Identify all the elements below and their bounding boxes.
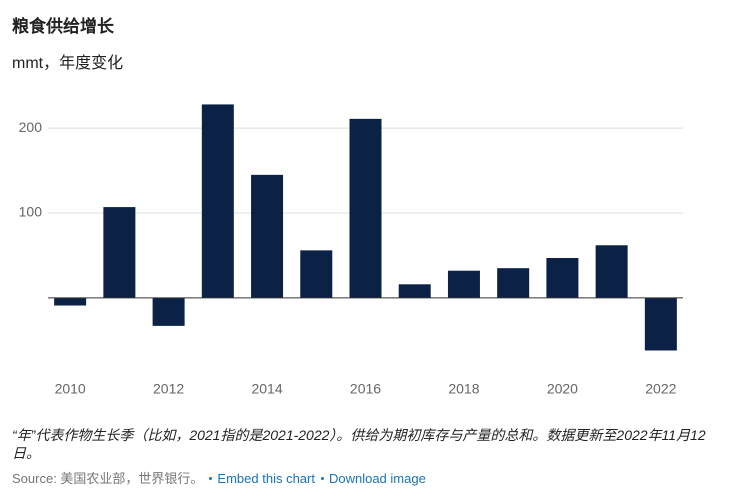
bar — [644, 297, 677, 351]
x-tick-label: 2012 — [153, 381, 184, 397]
bar — [398, 284, 431, 298]
separator — [209, 477, 213, 480]
bar — [546, 258, 579, 298]
bar — [447, 270, 480, 298]
source: Source: 美国农业部，世界银行。 — [12, 471, 204, 486]
bar — [300, 250, 333, 298]
bar — [54, 297, 87, 306]
bar — [251, 174, 284, 298]
x-tick-label: 2014 — [251, 381, 282, 397]
x-tick-label: 2022 — [645, 381, 676, 397]
embed-link[interactable]: Embed this chart — [217, 471, 315, 486]
bar — [595, 245, 628, 298]
chart-title: 粮食供给增长 — [12, 17, 114, 36]
footnote: “年”代表作物生长季（比如，2021指的是2021-2022）。供给为期初库存与… — [12, 427, 706, 461]
bar — [201, 104, 234, 298]
bar — [349, 118, 382, 298]
footer: Source: 美国农业部，世界银行。 Embed this chart Downl… — [12, 468, 426, 487]
x-tick-label: 2018 — [448, 381, 479, 397]
bar — [497, 268, 530, 298]
chart-subtitle: mmt，年度变化 — [12, 55, 124, 72]
bar — [103, 207, 136, 298]
x-tick-label: 2020 — [547, 381, 578, 397]
separator — [320, 477, 324, 480]
y-tick-label: 100 — [19, 204, 43, 220]
bar — [152, 297, 185, 326]
x-tick-label: 2010 — [55, 381, 86, 397]
download-link[interactable]: Download image — [328, 471, 426, 486]
y-tick-label: 200 — [19, 119, 43, 135]
chart: 100 200 2010 2012 2014 2016 2018 2020 2022 — [19, 104, 683, 397]
x-tick-label: 2016 — [350, 381, 381, 397]
